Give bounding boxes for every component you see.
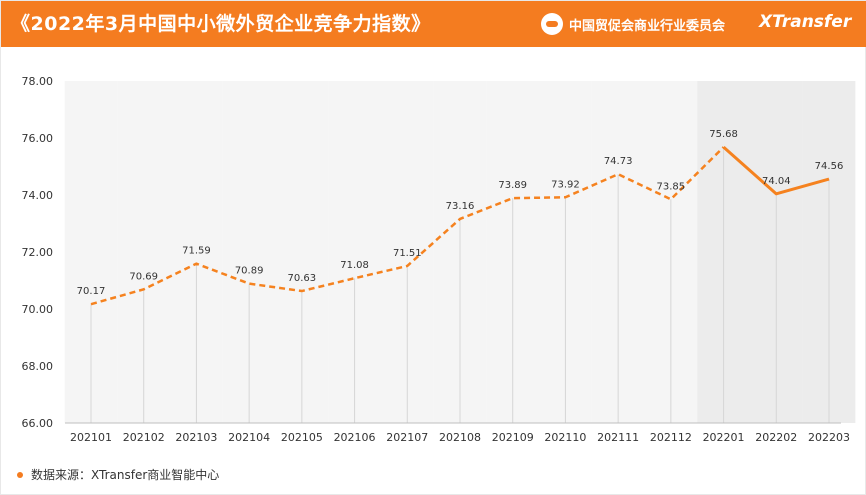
page-title: 《2022年3月中国中小微外贸企业竞争力指数》 bbox=[11, 13, 431, 35]
x-tick-label: 202109 bbox=[492, 431, 534, 444]
x-tick-label: 202101 bbox=[70, 431, 112, 444]
data-label: 74.04 bbox=[762, 176, 791, 187]
source-note: 数据来源：XTransfer商业智能中心 bbox=[17, 466, 219, 483]
x-tick-label: 202105 bbox=[281, 431, 323, 444]
data-label: 70.89 bbox=[235, 266, 264, 277]
y-tick-label: 78.00 bbox=[22, 75, 54, 88]
series-line-dashed bbox=[90, 146, 725, 306]
brand-logo: XTransfer bbox=[759, 12, 852, 32]
data-label: 71.08 bbox=[340, 260, 369, 271]
y-tick-label: 66.00 bbox=[22, 417, 54, 430]
y-tick-label: 76.00 bbox=[22, 132, 54, 145]
data-label: 75.68 bbox=[709, 129, 738, 140]
x-tick-label: 202202 bbox=[755, 431, 797, 444]
data-label: 73.85 bbox=[657, 181, 686, 192]
data-label: 71.59 bbox=[182, 246, 211, 257]
line-chart: 66.00 68.00 70.00 72.00 74.00 76.00 78.00 20210… bbox=[22, 75, 856, 444]
x-tick-label: 202111 bbox=[597, 431, 639, 444]
data-label: 70.17 bbox=[77, 286, 106, 297]
x-tick-label: 202103 bbox=[175, 431, 217, 444]
data-label: 73.89 bbox=[498, 180, 527, 191]
data-label: 71.51 bbox=[393, 248, 422, 259]
x-tick-label: 202201 bbox=[703, 431, 745, 444]
x-tick-label: 202203 bbox=[808, 431, 850, 444]
x-tick-label: 202112 bbox=[650, 431, 692, 444]
x-tick-label: 202104 bbox=[228, 431, 270, 444]
series-line-solid bbox=[722, 145, 830, 196]
org-logo-group: 中国贸促会商业行业委员会 bbox=[541, 13, 725, 35]
y-tick-label: 72.00 bbox=[22, 246, 54, 259]
data-label: 70.63 bbox=[288, 273, 317, 284]
x-tick-label: 202102 bbox=[123, 431, 165, 444]
title-banner: 《2022年3月中国中小微外贸企业竞争力指数》 中国贸促会商业行业委员会 XTr… bbox=[1, 1, 866, 47]
data-label: 73.16 bbox=[446, 201, 475, 212]
y-tick-label: 68.00 bbox=[22, 360, 54, 373]
data-label: 70.69 bbox=[129, 271, 158, 282]
x-tick-label: 202108 bbox=[439, 431, 481, 444]
data-label: 74.73 bbox=[604, 156, 633, 167]
bullet-icon bbox=[17, 471, 23, 478]
data-label: 73.92 bbox=[551, 179, 580, 190]
x-tick-label: 202106 bbox=[334, 431, 376, 444]
source-text: 数据来源：XTransfer商业智能中心 bbox=[31, 468, 220, 482]
y-tick-label: 74.00 bbox=[22, 189, 54, 202]
y-tick-label: 70.00 bbox=[22, 303, 54, 316]
x-tick-label: 202110 bbox=[544, 431, 586, 444]
x-tick-label: 202107 bbox=[386, 431, 428, 444]
org-emblem-icon bbox=[541, 13, 563, 35]
data-label: 74.56 bbox=[815, 161, 844, 172]
org-name: 中国贸促会商业行业委员会 bbox=[569, 18, 726, 34]
